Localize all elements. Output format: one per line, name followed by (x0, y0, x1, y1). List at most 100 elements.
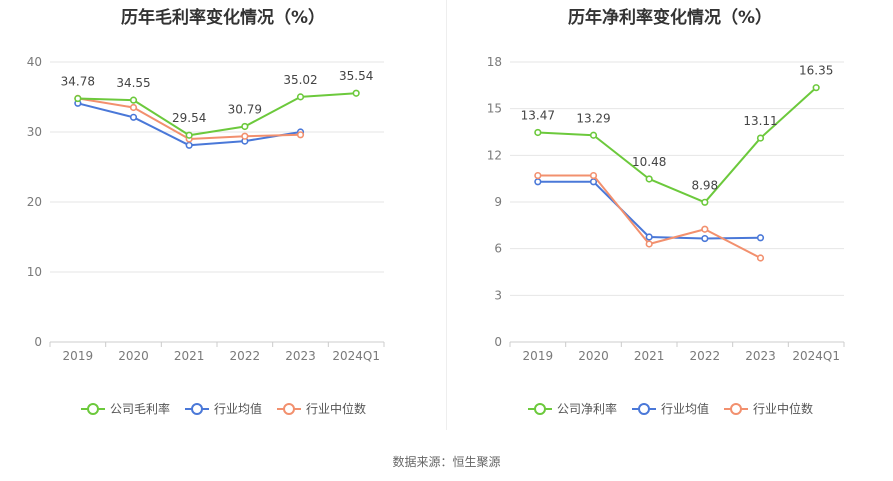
industry-avg-point (645, 233, 653, 241)
chart-legend: 公司毛利率 行业均值 行业中位数 (0, 400, 446, 417)
y-tick-label: 18 (487, 55, 502, 69)
x-tick-label: 2019 (63, 349, 94, 363)
y-tick-label: 3 (494, 288, 502, 302)
company-point (241, 122, 249, 131)
chart-title: 历年净利率变化情况（%） (567, 8, 773, 28)
legend-line-marker-icon (724, 402, 748, 415)
industry-median-point (589, 171, 598, 180)
company-series-line (537, 86, 817, 204)
x-tick-label: 2023 (285, 349, 316, 363)
panel-divider (446, 0, 447, 430)
industry-median-point (756, 254, 765, 262)
data-label: 13.11 (743, 114, 777, 128)
industry-avg-point (129, 113, 138, 121)
company-point (352, 89, 360, 97)
x-tick-label: 2020 (578, 349, 609, 363)
company-point (74, 94, 82, 103)
y-tick-label: 40 (27, 55, 42, 69)
legend-marker (86, 402, 99, 415)
data-source-note: 数据来源：恒生聚源 (392, 455, 501, 469)
chart-legend: 公司净利率 行业均值 行业中位数 (447, 400, 893, 417)
data-label: 34.78 (61, 75, 95, 89)
y-tick-label: 15 (487, 102, 502, 116)
legend-label: 行业均值 (660, 402, 709, 416)
industry-median-point (241, 132, 249, 140)
company-point (645, 175, 653, 183)
legend-label: 行业中位数 (306, 402, 367, 416)
industry-median-point (296, 131, 305, 139)
net-margin-chart: 历年净利率变化情况（%） 0 3 6 9 12 15 18 2019 2020 2021 2022 2… (447, 0, 893, 430)
company-point (129, 96, 138, 104)
legend-label: 行业均值 (213, 402, 262, 416)
legend-item-industry-avg[interactable]: 行业均值 (184, 400, 262, 417)
y-tick-label: 6 (494, 242, 502, 256)
legend-marker (190, 402, 203, 415)
chart-title: 历年毛利率变化情况（%） (120, 8, 326, 28)
y-tick-label: 0 (34, 335, 42, 349)
gross-margin-plot: 0 10 20 30 40 2019 2020 2021 2022 2023 2024Q1 34.78… (27, 55, 385, 363)
company-point (185, 131, 193, 139)
y-tick-label: 20 (27, 195, 42, 209)
industry-avg-point (701, 234, 709, 243)
legend-line-marker-icon (631, 402, 656, 415)
x-tick-label: 2024Q1 (332, 349, 380, 363)
legend-item-industry-median[interactable]: 行业中位数 (723, 400, 813, 417)
legend-line-marker-icon (80, 402, 105, 415)
legend-line-marker-icon (184, 402, 209, 415)
company-point (534, 128, 542, 137)
industry-avg-series-line (537, 180, 761, 240)
x-tick-label: 2020 (118, 349, 149, 363)
legend-marker (637, 402, 650, 415)
legend-line-marker-icon (277, 402, 301, 415)
net-margin-plot: 0 3 6 9 12 15 18 2019 2020 2021 2022 2023 2024Q1 13.4… (487, 55, 845, 363)
y-tick-label: 10 (27, 265, 42, 279)
legend-item-company[interactable]: 公司净利率 (527, 400, 617, 417)
x-tick-label: 2021 (634, 349, 665, 363)
legend-label: 公司毛利率 (109, 402, 170, 416)
industry-median-point (645, 240, 653, 248)
x-tick-label: 2021 (174, 349, 205, 363)
industry-median-point (701, 225, 709, 233)
y-tick-label: 9 (494, 195, 502, 209)
data-label: 13.29 (576, 111, 610, 125)
data-label: 29.54 (172, 111, 206, 125)
y-tick-label: 0 (494, 335, 502, 349)
industry-avg-point (756, 234, 765, 242)
data-label: 16.35 (799, 64, 833, 78)
y-tick-label: 30 (27, 125, 42, 139)
company-point (812, 84, 820, 92)
industry-avg-point (185, 141, 193, 149)
legend-line-marker-icon (527, 402, 552, 415)
data-label: 13.47 (521, 108, 555, 122)
x-tick-label: 2019 (523, 349, 554, 363)
company-point (296, 93, 305, 101)
x-tick-label: 2022 (690, 349, 721, 363)
legend-marker (533, 402, 546, 415)
legend-marker (283, 402, 295, 415)
gross-margin-chart: 历年毛利率变化情况（%） 0 10 20 30 40 2019 2020 2021 2022 20… (0, 0, 446, 430)
data-label: 34.55 (116, 76, 150, 90)
data-label: 8.98 (691, 178, 718, 192)
industry-avg-point (534, 178, 542, 186)
company-point (756, 134, 765, 142)
legend-item-industry-avg[interactable]: 行业均值 (631, 400, 709, 417)
data-label: 35.54 (339, 69, 373, 83)
data-label: 30.79 (228, 102, 262, 116)
x-tick-label: 2023 (745, 349, 776, 363)
legend-item-company[interactable]: 公司毛利率 (80, 400, 170, 417)
industry-median-point (129, 103, 138, 112)
legend-label: 公司净利率 (556, 402, 617, 416)
legend-item-industry-median[interactable]: 行业中位数 (276, 400, 366, 417)
legend-marker (730, 402, 742, 415)
industry-avg-point (589, 178, 598, 186)
data-label: 35.02 (283, 73, 317, 87)
legend-label: 行业中位数 (753, 402, 814, 416)
company-point (589, 131, 598, 139)
y-tick-label: 12 (487, 148, 502, 162)
company-series-line (77, 92, 357, 137)
x-tick-label: 2022 (230, 349, 261, 363)
industry-median-point (534, 171, 542, 180)
company-point (701, 198, 709, 206)
x-tick-label: 2024Q1 (792, 349, 840, 363)
data-label: 10.48 (632, 155, 666, 169)
